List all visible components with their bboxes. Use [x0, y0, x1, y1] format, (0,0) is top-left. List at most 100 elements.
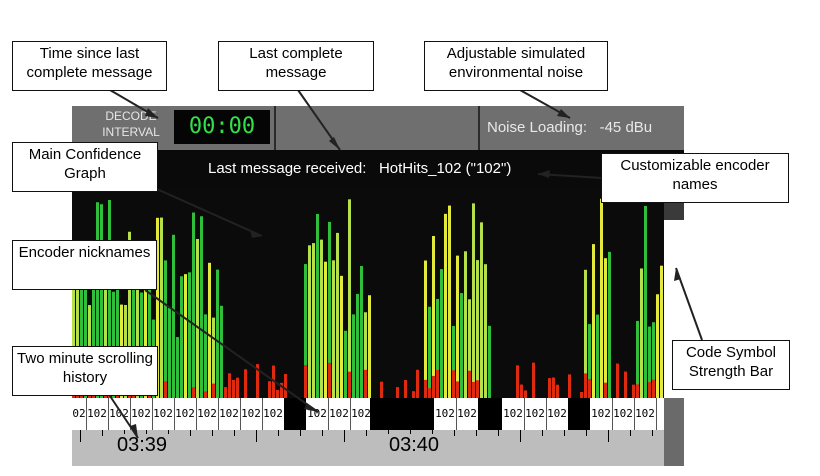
encoder-nickname: 102 [174, 398, 197, 430]
confidence-bar [596, 314, 599, 398]
confidence-bar [624, 371, 627, 398]
confidence-bar [464, 251, 467, 398]
confidence-bar [448, 205, 451, 398]
encoder-nickname: 102 [524, 398, 547, 430]
encoder-nickname: 102 [328, 398, 351, 430]
confidence-bar [604, 258, 607, 398]
confidence-bar [96, 202, 99, 398]
nickname-gap [370, 398, 434, 430]
timeline-tick [410, 430, 411, 436]
callout-nicknames: Encoder nicknames [12, 240, 157, 290]
encoder-nickname: 102 [240, 398, 263, 430]
leader-nicknames [144, 289, 319, 413]
encoder-nickname: 102 [590, 398, 613, 430]
confidence-bar [276, 389, 279, 398]
timeline-tick [630, 430, 631, 436]
confidence-bar [368, 295, 371, 398]
confidence-bar [268, 381, 271, 398]
encoder-nickname: 102 [612, 398, 635, 430]
confidence-bar [188, 272, 191, 398]
confidence-bar [180, 276, 183, 398]
confidence-bar [652, 322, 655, 398]
timeline-tick [278, 430, 279, 436]
confidence-bar [340, 275, 343, 398]
timeline-tick [498, 430, 499, 436]
time-label-2: 03:40 [386, 434, 443, 457]
nickname-gap [284, 398, 306, 430]
encoder-nickname: 102 [130, 398, 153, 430]
confidence-bar [196, 239, 199, 398]
confidence-bar [516, 365, 519, 398]
confidence-bar [308, 245, 311, 398]
confidence-bar [192, 212, 195, 398]
confidence-bar [524, 390, 527, 398]
confidence-bar [84, 245, 87, 398]
timeline-tick [388, 430, 389, 436]
confidence-bar [256, 364, 259, 398]
arrow-last-complete [329, 137, 340, 150]
leader-history [109, 395, 139, 439]
encoder-nickname: 102 [218, 398, 241, 430]
confidence-bar [404, 379, 407, 398]
noise-loading-value: -45 dBu [599, 119, 653, 136]
encoder-nickname: 102 [196, 398, 219, 430]
confidence-bar [636, 320, 639, 398]
timeline-tick [586, 430, 587, 436]
confidence-bar [164, 260, 167, 398]
callout-time-since: Time since last complete message [12, 41, 167, 91]
timeline-tick [124, 430, 125, 436]
timeline-tick [652, 430, 653, 436]
timeline-tick [102, 430, 103, 436]
encoder-nickname: 102 [152, 398, 175, 430]
timeline-tick [300, 430, 301, 436]
arrow-time-since [145, 108, 158, 118]
confidence-bar [232, 379, 235, 398]
confidence-bar [468, 299, 471, 398]
leader-confidence [149, 185, 263, 237]
confidence-bar [588, 324, 591, 398]
confidence-bar [156, 217, 159, 398]
decode-timer: 00:00 [174, 110, 270, 144]
confidence-bar [424, 260, 427, 398]
timeline-tick [542, 430, 543, 436]
timeline-tick [190, 430, 191, 436]
confidence-bar [140, 292, 143, 398]
confidence-bar [304, 264, 307, 398]
decode-interval-label: DECODE INTERVAL [102, 109, 160, 139]
encoder-nickname: 102 [434, 398, 457, 430]
confidence-bar [328, 221, 331, 398]
last-message: Last message received: HotHits_102 ("102… [208, 160, 511, 177]
confidence-bar [480, 222, 483, 398]
confidence-bar [144, 276, 147, 398]
time-label-1: 03:39 [114, 434, 171, 457]
confidence-graph [72, 198, 663, 398]
timeline-tick [454, 430, 455, 436]
noise-loading[interactable]: Noise Loading: -45 dBu [487, 106, 652, 150]
confidence-bar [548, 378, 551, 398]
timeline-tick [476, 430, 477, 436]
confidence-bar [176, 337, 179, 398]
encoder-nickname: 102 [634, 398, 657, 430]
confidence-bar [204, 314, 207, 398]
confidence-bar [320, 239, 323, 398]
confidence-bar [640, 268, 643, 398]
confidence-bar [348, 199, 351, 398]
confidence-bar [440, 269, 443, 398]
confidence-bar [580, 391, 583, 398]
confidence-bar [284, 373, 287, 398]
confidence-bar [396, 387, 399, 398]
confidence-bar [444, 213, 447, 398]
confidence-bar [360, 265, 363, 398]
confidence-bar [520, 384, 523, 398]
confidence-bar [592, 244, 595, 398]
confidence-bar [432, 236, 435, 398]
callout-strength: Code Symbol Strength Bar [672, 340, 790, 390]
arrow-strength [674, 268, 681, 281]
confidence-bar [584, 269, 587, 398]
confidence-bar [212, 317, 215, 398]
callout-history: Two minute scrolling history [12, 346, 158, 396]
confidence-bar [224, 387, 227, 398]
confidence-bar [216, 269, 219, 398]
callout-last-complete: Last complete message [218, 41, 374, 91]
scrolling-history-timeline[interactable] [72, 430, 664, 466]
